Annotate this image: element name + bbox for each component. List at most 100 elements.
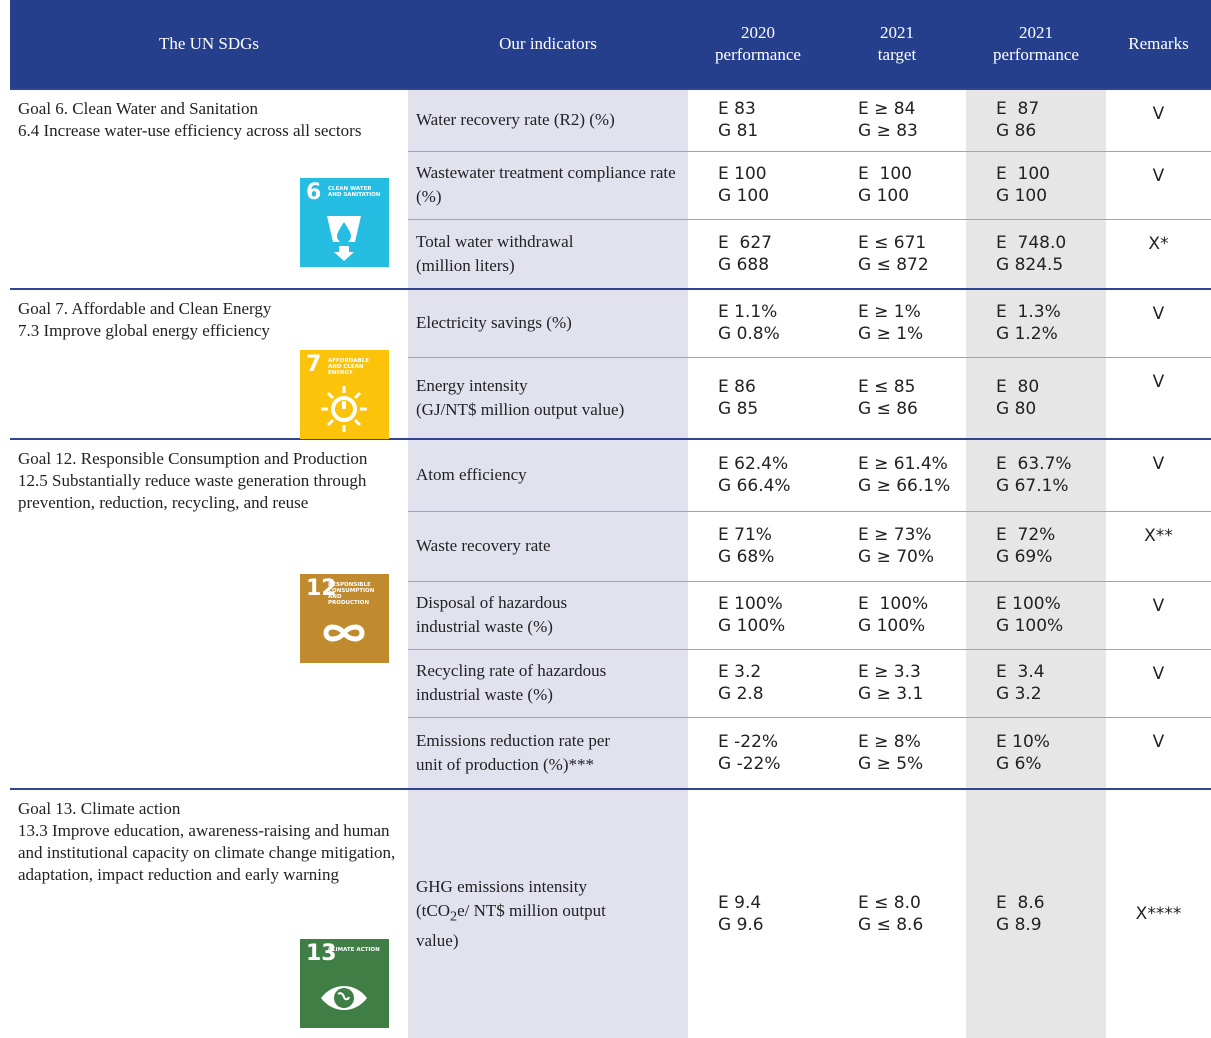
remark-cell: V (1106, 648, 1211, 717)
goal-title: Goal 6. Clean Water and Sanitation (18, 99, 259, 118)
value-line: G 688 (718, 254, 770, 275)
table-row: Goal 7. Affordable and Clean Energy 7.3 I… (10, 288, 1211, 439)
value-line: G 6% (996, 753, 1042, 774)
value-line: G ≤ 872 (858, 254, 929, 275)
value-line: G 100% (996, 616, 1064, 636)
value-cell: E 100 G 100 (966, 150, 1106, 219)
goal-target: 13.3 Improve education, awareness-raisin… (18, 821, 396, 884)
value-cell: E 86 G 85 (688, 356, 828, 439)
value-cell: E 1.1% G 0.8% (688, 288, 828, 357)
value-line: G ≥ 5% (858, 753, 924, 774)
value-line: E 72% (996, 525, 1056, 545)
value-line: E ≥ 84 (858, 99, 916, 120)
goal-cell: Goal 7. Affordable and Clean Energy 7.3 I… (10, 288, 408, 439)
value-cell: E 100% G 100% (688, 580, 828, 649)
value-line: G ≥ 66.1% (858, 476, 951, 497)
goal-cell: Goal 6. Clean Water and Sanitation 6.4 In… (10, 88, 408, 289)
indicator-text: Emissions reduction rate per unit of pro… (416, 730, 611, 774)
value-cell: E 62.4% G 66.4% (688, 438, 828, 511)
sdg-icon: 12 RESPONSIBLE CONSUMPTION AND PRODUCTION (300, 574, 389, 663)
sdg-icon: 6 CLEAN WATER AND SANITATION (300, 178, 389, 267)
header-cell: The UN SDGs (10, 0, 408, 89)
header-cell: 2020 performance (688, 0, 828, 89)
value-line: E 8.6 (996, 893, 1045, 913)
indicator-text: Disposal of hazardous industrial waste (… (416, 593, 568, 636)
value-cell: E 63.7% G 67.1% (966, 438, 1106, 511)
goal-cell: Goal 13. Climate action 13.3 Improve educ… (10, 788, 408, 1038)
value-line: G 81 (718, 121, 759, 142)
value-cell: E ≤ 8.0 G ≤ 8.6 (828, 788, 966, 1038)
table-body: Goal 6. Clean Water and Sanitation 6.4 In… (10, 88, 1211, 1038)
indicator-cell: Total water withdrawal (million liters) (408, 218, 688, 289)
indicator-text: GHG emissions intensity (tCO (416, 877, 587, 921)
remark-cell: X** (1106, 510, 1211, 581)
sdg-icon: 13 CLIMATE ACTION (300, 939, 389, 1028)
sdg-icon-glyph (321, 386, 367, 432)
value-line: G 3.2 (996, 684, 1042, 704)
header-cell: 2021 performance (966, 0, 1106, 89)
value-line: E 100 (718, 164, 767, 184)
value-cell: E 627 G 688 (688, 218, 828, 289)
goal-title: Goal 12. Responsible Consumption and Pro… (18, 449, 368, 468)
value-cell: E 72% G 69% (966, 510, 1106, 581)
indicator-text: Wastewater treatment compliance rate (%) (416, 163, 676, 206)
value-line: E 1.3% (996, 302, 1061, 323)
value-cell: E ≥ 61.4% G ≥ 66.1% (828, 438, 966, 511)
goal-cell: Goal 12. Responsible Consumption and Pro… (10, 438, 408, 789)
sdg-table: The UN SDGs Our indicators 2020 performanc… (10, 0, 1211, 1038)
goal-title: Goal 13. Climate action (18, 799, 181, 818)
value-line: G ≤ 86 (858, 398, 918, 419)
indicator-text: Electricity savings (%) (416, 313, 572, 333)
value-line: E 10% (996, 731, 1050, 752)
remark-cell: V (1106, 288, 1211, 357)
indicator-text: Water recovery rate (R2) (%) (416, 110, 615, 130)
value-line: G 68% (718, 547, 775, 567)
value-line: E ≤ 85 (858, 376, 916, 397)
value-cell: E 100 G 100 (688, 150, 828, 219)
table-row: Goal 6. Clean Water and Sanitation 6.4 In… (10, 88, 1211, 289)
indicator-text: e/ NT$ million output value) (416, 901, 606, 950)
value-cell: E 3.2 G 2.8 (688, 648, 828, 717)
table-row: Emissions reduction rate per unit of pro… (10, 716, 1211, 789)
value-line: G 66.4% (718, 476, 791, 497)
value-line: G ≥ 83 (858, 121, 918, 142)
value-line: E 71% (718, 525, 772, 545)
value-line: E 3.4 (996, 662, 1045, 682)
goal-title: Goal 7. Affordable and Clean Energy (18, 299, 272, 318)
value-cell: E 87 G 86 (966, 88, 1106, 151)
value-line: E 63.7% (996, 454, 1072, 475)
value-line: E 100% (718, 594, 783, 614)
value-line: E 86 (718, 376, 756, 397)
value-cell: E 1.3% G 1.2% (966, 288, 1106, 357)
value-cell: E ≤ 671 G ≤ 872 (828, 218, 966, 289)
sdg-icon-glyph (327, 216, 361, 261)
value-line: E 62.4% (718, 454, 789, 475)
table-row: Goal 13. Climate action 13.3 Improve educ… (10, 788, 1211, 1038)
value-line: G 100 (858, 186, 910, 206)
value-line: E ≤ 8.0 (858, 893, 921, 913)
value-cell: E 8.6 G 8.9 (966, 788, 1106, 1038)
table-row: Goal 12. Responsible Consumption and Pro… (10, 438, 1211, 789)
value-cell: E ≤ 85 G ≤ 86 (828, 356, 966, 439)
indicator-cell: Energy intensity (GJ/NT$ million output … (408, 356, 688, 439)
value-line: E 80 (996, 376, 1040, 397)
indicator-cell: Atom efficiency (408, 438, 688, 511)
value-line: E ≥ 8% (858, 731, 921, 752)
indicator-cell: Waste recovery rate (408, 510, 688, 581)
value-cell: E ≥ 3.3 G ≥ 3.1 (828, 648, 966, 717)
header-row: The UN SDGs Our indicators 2020 performanc… (10, 0, 1211, 89)
indicator-cell: Electricity savings (%) (408, 288, 688, 357)
value-line: G -22% (718, 753, 781, 774)
value-cell: E 3.4 G 3.2 (966, 648, 1106, 717)
indicator-text: Waste recovery rate (416, 536, 551, 555)
value-cell: E ≥ 1% G ≥ 1% (828, 288, 966, 357)
remark-cell: V (1106, 438, 1211, 511)
sdg-icon: 7 AFFORDABLE AND CLEAN ENERGY (300, 350, 389, 439)
remark-cell: V (1106, 580, 1211, 649)
value-line: G 67.1% (996, 476, 1069, 497)
value-line: E 87 (996, 99, 1040, 120)
value-line: G 100 (718, 186, 770, 206)
indicator-cell: Water recovery rate (R2) (%) (408, 88, 688, 151)
goal-target: 12.5 Substantially reduce waste generati… (18, 471, 367, 512)
